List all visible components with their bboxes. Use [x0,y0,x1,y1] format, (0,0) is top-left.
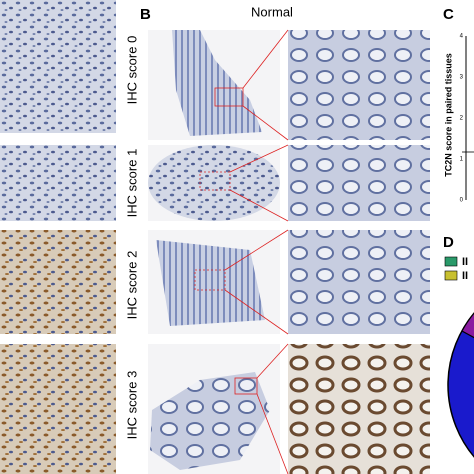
row-label: IHC score 1 [124,149,139,218]
y-tick-label: 1 [460,157,464,163]
tissue-image [0,344,116,474]
tissue-image [288,344,430,474]
pie [447,312,474,458]
legend-label: II [462,270,468,282]
zoom-lines [194,29,289,474]
tissue-image [288,145,430,221]
tissue-image [0,145,116,221]
tissue-image [148,145,280,221]
y-tick-label: 4 [460,34,464,40]
y-ticks: 4 3 2 1 0 [460,34,464,204]
tissue-image [156,240,265,326]
tissue-image [0,0,116,133]
tissue-image [288,230,430,334]
axis-label: TC2N score in paired tissues [443,53,453,177]
y-tick-label: 0 [460,198,464,204]
panel-title: Normal [251,4,293,19]
tissue-image [172,30,262,136]
legend-label: II [462,256,468,268]
y-tick-label: 3 [460,75,464,81]
y-tick-label: 2 [460,116,464,122]
tissue-image [288,30,430,140]
tissue-image [0,230,116,334]
row-label: IHC score 2 [124,251,139,320]
panel-label: B [140,6,151,23]
row-label: IHC score 0 [124,36,139,105]
panel-label: C [443,6,454,23]
legend-swatch [444,256,458,267]
panel-label: D [443,234,454,251]
pie-slice [461,312,474,339]
tissue-image [150,372,270,470]
row-label: IHC score 3 [124,371,139,440]
legend-swatch [444,270,458,281]
row-labels: IHC score 0 IHC score 1 IHC score 2 IHC … [124,36,139,440]
